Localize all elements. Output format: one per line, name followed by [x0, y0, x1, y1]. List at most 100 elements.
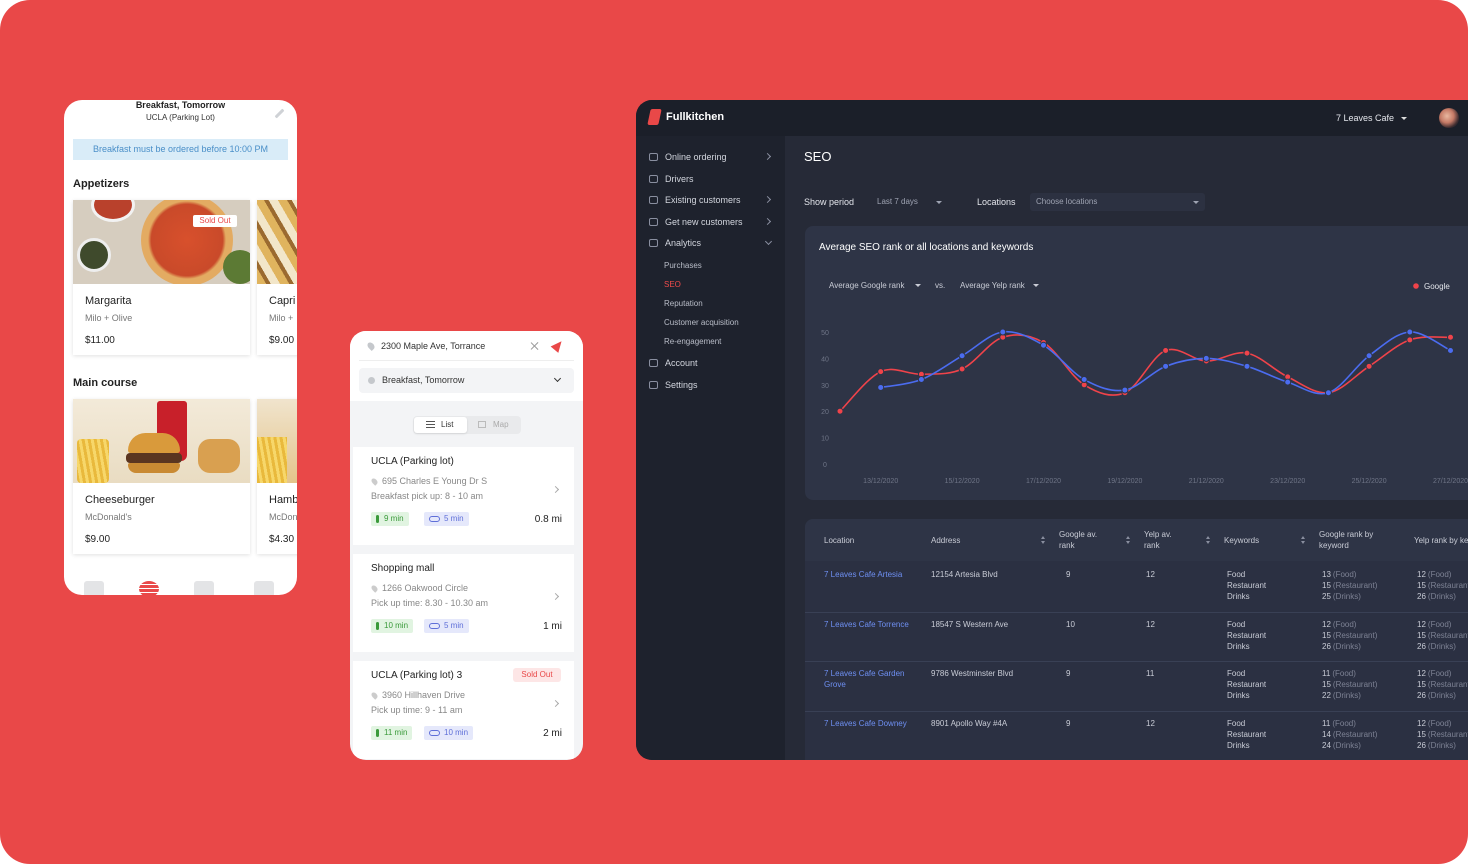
rank: 26 — [1417, 691, 1426, 700]
rank-keyword: (Restaurant) — [1332, 729, 1378, 739]
header-title: Breakfast, Tomorrow — [135, 100, 226, 110]
rank-keyword: (Food) — [1332, 570, 1357, 579]
location-card[interactable]: UCLA (Parking lot) 3 Sold Out 3960 Hillhav… — [353, 661, 574, 759]
keyword-rank: 13 (Food) — [1322, 569, 1356, 580]
keyword: Restaurant — [1227, 630, 1267, 640]
rank-keyword: (Food) — [1332, 718, 1356, 728]
column-header[interactable]: Yelp rank by keyword — [1414, 535, 1468, 545]
fries — [257, 437, 287, 483]
chevron — [553, 374, 562, 383]
bun-bottom — [128, 463, 180, 473]
sort-icon[interactable] — [1206, 541, 1210, 544]
menu-item-card[interactable]: Capri Milo + $9.00 — [257, 200, 297, 355]
rank: 15 — [1322, 680, 1331, 689]
sort-icon[interactable] — [1126, 541, 1130, 544]
rank: 12 — [1417, 570, 1426, 579]
column-header[interactable]: Google av. rank — [1059, 530, 1098, 550]
x-tick-label: 23/12/2020 — [1270, 478, 1305, 485]
item-name: Hamb — [269, 494, 297, 506]
location-card[interactable]: UCLA (Parking lot) 695 Charles E Young Dr… — [353, 447, 574, 545]
keyword-rank: 15 (Restaurant) — [1417, 580, 1468, 591]
metric-select[interactable]: Average Yelp rank — [960, 281, 1026, 290]
keyword-rank: 26 (Drinks) — [1417, 740, 1456, 751]
sort-icon[interactable] — [1041, 536, 1045, 539]
rank-keyword: (Restaurant) — [1427, 630, 1468, 640]
keyword: Restaurant — [1227, 729, 1267, 739]
rank-keyword: (Food) — [1427, 619, 1452, 629]
menu-item-card[interactable]: Sold Out Margarita Milo + Olive $11.00 — [73, 200, 250, 355]
nav-item[interactable]: Account — [665, 358, 698, 368]
data-point — [1284, 378, 1292, 386]
avatar[interactable] — [1439, 108, 1459, 128]
bowl — [77, 238, 111, 272]
nav-subitem[interactable]: SEO — [664, 280, 681, 289]
nav-subitem[interactable]: Re-engagement — [664, 337, 722, 346]
menu-item-image — [73, 399, 250, 483]
nav-item[interactable]: Get new customers — [665, 216, 743, 227]
legend-swatch — [1413, 283, 1419, 289]
filter-select[interactable]: Last 7 days — [871, 193, 948, 211]
sort-icon[interactable] — [1206, 536, 1210, 539]
rank-keyword: (Drinks) — [1427, 691, 1456, 700]
nav-icon — [649, 174, 658, 183]
chart-title: Average SEO rank or all locations and ke… — [819, 242, 1033, 253]
menu-item-card[interactable]: Hamb McDon $4.30 — [257, 399, 297, 554]
data-point — [1162, 346, 1170, 354]
nav-profile[interactable] — [254, 581, 274, 595]
sort-icon[interactable] — [1126, 536, 1130, 539]
column-header[interactable]: Yelp av. rank — [1144, 530, 1172, 550]
fries — [77, 439, 109, 483]
google-avg-rank: 10 — [1066, 619, 1075, 629]
nav-truck[interactable] — [84, 581, 104, 595]
y-tick-label: 20 — [821, 409, 829, 416]
meal-dropdown[interactable]: Breakfast, Tomorrow — [359, 368, 574, 393]
location-name: Shopping mall — [371, 563, 435, 574]
location-switcher[interactable]: 7 Leaves Cafe — [1336, 113, 1395, 123]
nav-item[interactable]: Drivers — [665, 173, 694, 184]
keyword-rank: 12 (Food) — [1417, 569, 1451, 580]
nav-menu[interactable] — [139, 581, 159, 595]
location-link[interactable]: 7 Leaves Cafe Garden Grove — [824, 669, 905, 689]
keyword: Restaurant — [1227, 680, 1267, 689]
nav-item[interactable]: Existing customers — [665, 195, 741, 205]
column-header[interactable]: Google rank by keyword — [1319, 530, 1374, 550]
filter-select[interactable]: Choose locations — [1030, 193, 1205, 211]
location-link[interactable]: 7 Leaves Cafe Artesia — [824, 570, 903, 579]
nav-item[interactable]: Online ordering — [665, 152, 727, 162]
menu-item-image — [257, 200, 297, 284]
keyword-rank: 26 (Drinks) — [1417, 641, 1456, 652]
data-point — [877, 383, 885, 391]
rank: 15 — [1417, 680, 1426, 689]
map-tab-label[interactable]: Map — [493, 420, 509, 429]
sort-icon[interactable] — [1041, 541, 1045, 544]
sidebar — [636, 136, 785, 760]
sold-out-badge: Sold Out — [193, 215, 237, 227]
nav-orders[interactable] — [194, 581, 214, 595]
location-link[interactable]: 7 Leaves Cafe Torrence — [824, 619, 909, 629]
keyword-rank: 11 (Food) — [1322, 668, 1356, 679]
clock-icon — [368, 377, 375, 384]
rank-keyword: (Restaurant) — [1427, 581, 1468, 590]
data-point — [999, 328, 1007, 336]
caret — [936, 201, 942, 204]
rank-keyword: (Food) — [1427, 570, 1452, 579]
metric-select[interactable]: Average Google rank — [829, 281, 905, 290]
location-card[interactable]: Shopping mall 1266 Oakwood Circle Pick up … — [353, 554, 574, 652]
sort-icon[interactable] — [1301, 541, 1305, 544]
nav-subitem[interactable]: Customer acquisition — [664, 318, 739, 327]
keyword-rank: 15 (Restaurant) — [1322, 679, 1377, 690]
location-link[interactable]: 7 Leaves Cafe Downey — [824, 718, 907, 728]
column-header[interactable]: Keywords — [1224, 535, 1260, 545]
nav-subitem[interactable]: Purchases — [664, 261, 702, 270]
filter-label: Show period — [804, 197, 855, 207]
list-tab-label[interactable]: List — [441, 420, 454, 429]
keyword: Drinks — [1227, 641, 1250, 651]
sort-icon[interactable] — [1301, 536, 1305, 539]
nav-item[interactable]: Settings — [665, 379, 698, 390]
rank: 25 — [1322, 592, 1331, 601]
nav-item[interactable]: Analytics — [665, 238, 702, 248]
distance: 0.8 mi — [534, 514, 562, 525]
menu-item-card[interactable]: Cheeseburger McDonald's $9.00 — [73, 399, 250, 554]
location-address: 3960 Hillhaven Drive — [382, 690, 466, 700]
nav-subitem[interactable]: Reputation — [664, 299, 703, 308]
